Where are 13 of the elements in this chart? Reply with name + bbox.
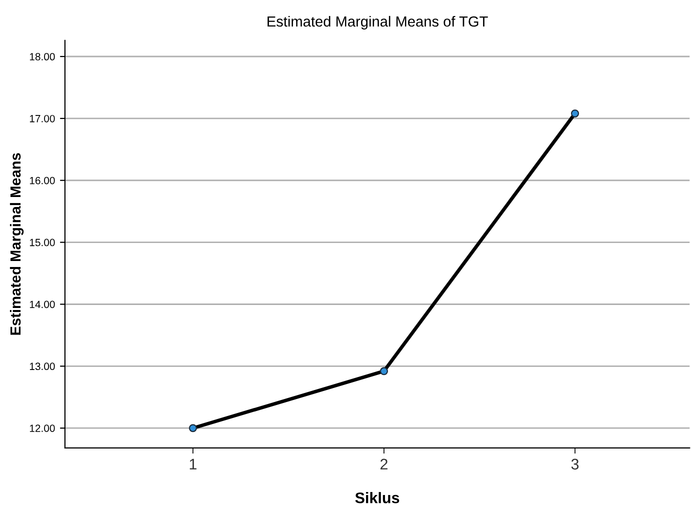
chart-title: Estimated Marginal Means of TGT	[268, 16, 488, 30]
y-tick-label: 15.00	[30, 238, 55, 246]
y-tick-label: 12.00	[30, 424, 55, 432]
x-tick-label: 2	[380, 458, 388, 470]
x-tick-label: 1	[190, 458, 196, 470]
y-tick-label: 14.00	[30, 300, 55, 308]
y-tick-label: 16.00	[30, 176, 55, 184]
y-tick-label: 17.00	[30, 114, 55, 122]
x-tick-label: 3	[571, 458, 579, 470]
y-axis-title: Estimated Marginal Means	[10, 153, 24, 335]
x-axis-title: Siklus	[355, 492, 400, 504]
y-tick-label: 13.00	[30, 362, 55, 370]
y-tick-label: 18.00	[30, 53, 55, 60]
